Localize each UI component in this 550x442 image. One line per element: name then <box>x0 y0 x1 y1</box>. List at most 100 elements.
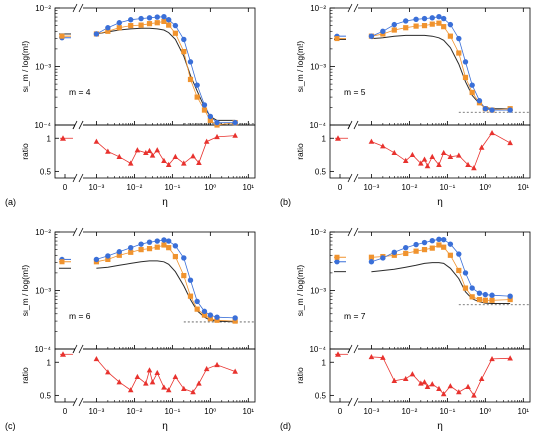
ratio-point <box>391 149 398 156</box>
ratio-point <box>203 365 210 372</box>
x-tick-label: 10⁻¹ <box>439 407 455 416</box>
orange-point <box>469 294 475 300</box>
axis-break-mark <box>72 227 78 237</box>
panel-annotation: m = 6 <box>69 311 91 321</box>
blue-point <box>138 15 144 22</box>
blue-point <box>128 17 134 23</box>
ratio-point <box>143 380 149 386</box>
orange-point <box>201 312 208 318</box>
ratio-zero-point <box>60 351 66 357</box>
reference-curve <box>96 27 236 121</box>
blue-point <box>165 17 172 23</box>
x-tick-label-zero: 0 <box>338 183 343 192</box>
axis-break-mark <box>72 120 78 130</box>
blue-point <box>161 237 167 243</box>
x-tick-label: 10⁻¹ <box>439 183 455 192</box>
ratio-axis-title: ratio <box>295 143 305 160</box>
orange-point <box>482 297 488 303</box>
ratio-tick-label: 0.5 <box>315 167 327 176</box>
orange-point <box>146 21 153 27</box>
blue-point <box>413 241 419 248</box>
orange-point <box>421 23 428 29</box>
orange-point <box>456 267 462 274</box>
orange-point <box>105 28 111 34</box>
ratio-point <box>409 151 416 158</box>
blue-point <box>476 290 483 296</box>
blue-point <box>368 259 375 265</box>
blue-point <box>207 113 214 120</box>
axis-break-gap <box>350 4 358 12</box>
blue-point <box>447 241 454 247</box>
ratio-tick-label: 1 <box>47 134 52 143</box>
x-tick-label: 10⁻³ <box>89 183 105 192</box>
ratio-frame <box>329 348 531 403</box>
blue-point <box>154 14 160 20</box>
ratio-point <box>368 138 375 144</box>
blue-point <box>232 119 238 126</box>
orange-point <box>172 253 178 260</box>
ratio-point <box>149 152 156 158</box>
ratio-point <box>181 385 187 391</box>
orange-point <box>429 21 435 27</box>
ratio-axis-title: ratio <box>295 367 305 384</box>
y-tick-label: 10⁻² <box>310 228 326 237</box>
blue-point <box>116 249 122 255</box>
x-tick-label: 10⁰ <box>479 407 491 416</box>
axis-break-gap <box>75 398 83 406</box>
ratio-zero-point <box>60 135 66 141</box>
blue-point <box>507 293 513 299</box>
blue-point <box>413 16 419 23</box>
blue-point <box>489 107 495 113</box>
ratio-point <box>161 384 167 390</box>
ratio-point <box>507 139 513 146</box>
blue-point <box>469 82 475 88</box>
axis-break-gap <box>350 345 358 353</box>
blue-point <box>436 14 442 20</box>
orange-point <box>105 256 111 263</box>
chart-panel-2 <box>329 3 531 183</box>
blue-point <box>138 241 144 247</box>
ratio-point <box>203 138 210 144</box>
ratio-point <box>489 355 495 362</box>
ratio-point <box>429 153 436 159</box>
orange-point <box>413 248 419 254</box>
axis-break-gap <box>75 174 83 182</box>
orange-point <box>391 252 397 258</box>
blue-point <box>421 239 428 246</box>
x-tick-label: 10¹ <box>518 183 530 192</box>
ratio-point <box>409 371 416 377</box>
panel-label: (a) <box>5 197 16 207</box>
y-tick-label: 10⁻³ <box>35 63 51 72</box>
orange-point <box>462 285 469 291</box>
blue-point <box>161 14 167 20</box>
zero-orange-point <box>59 33 65 39</box>
orange-point <box>436 242 442 248</box>
blue-point <box>391 21 397 28</box>
chart-panel-1 <box>54 3 256 183</box>
blue-point <box>429 15 435 21</box>
ratio-point <box>172 373 179 380</box>
ratio-point <box>447 153 454 159</box>
orange-point <box>447 33 453 39</box>
orange-point <box>476 296 483 303</box>
blue-point <box>105 253 111 259</box>
y-tick-label: 10⁻⁴ <box>309 345 326 354</box>
axis-break-mark <box>78 173 84 183</box>
orange-point <box>154 244 160 250</box>
ratio-point <box>116 153 123 159</box>
axis-break-gap <box>350 174 358 182</box>
blue-point <box>172 243 179 249</box>
axis-break-mark <box>347 3 353 13</box>
ratio-point <box>232 132 238 138</box>
ratio-point <box>154 369 161 376</box>
ratio-point <box>478 144 485 150</box>
orange-point <box>194 94 200 100</box>
axis-break-mark <box>353 397 359 407</box>
ratio-point <box>127 387 134 393</box>
ratio-point <box>134 373 141 380</box>
ratio-tick-label: 0.5 <box>40 391 52 400</box>
orange-point <box>214 317 220 323</box>
blue-point <box>403 18 409 24</box>
blue-point <box>440 236 447 243</box>
ratio-point <box>116 379 123 385</box>
